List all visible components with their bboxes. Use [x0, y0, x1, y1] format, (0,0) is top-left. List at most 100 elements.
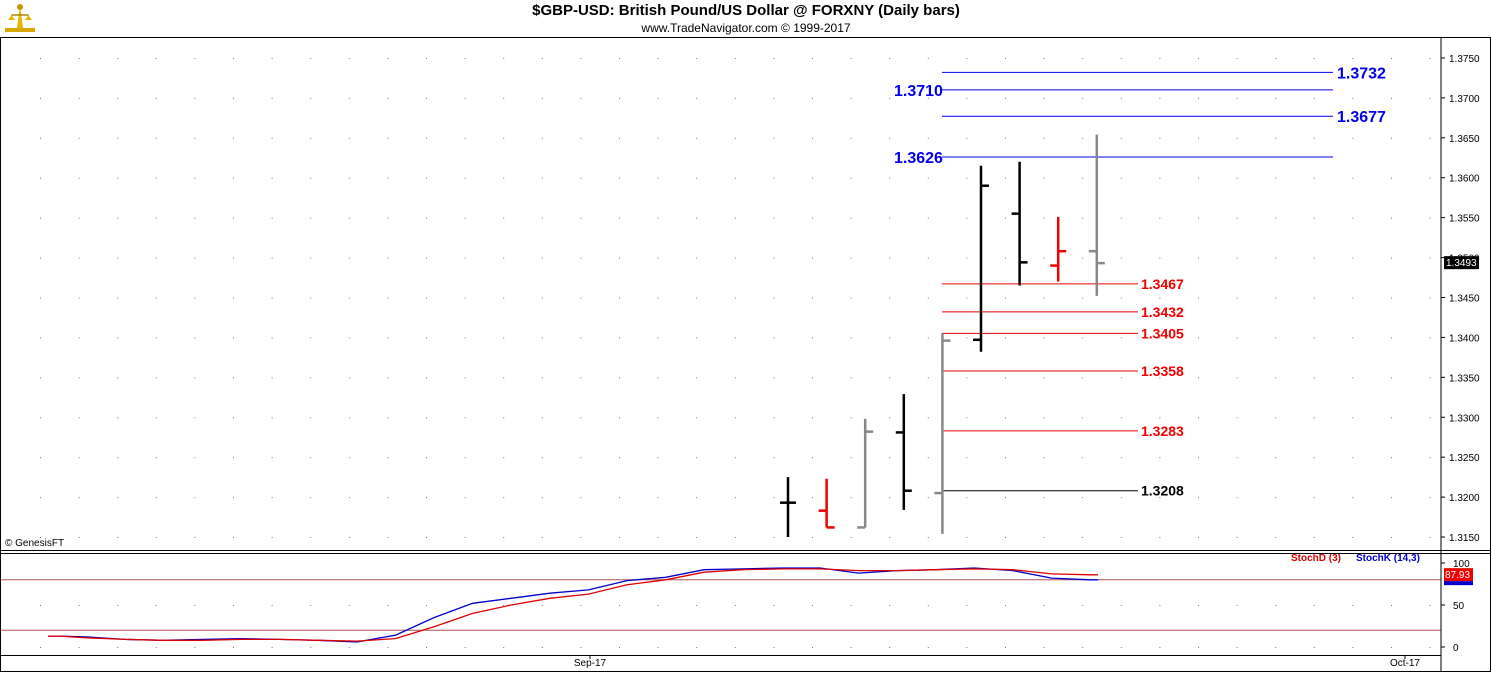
grid-dot [464, 417, 466, 419]
grid-dot [1275, 137, 1277, 139]
grid-dot [40, 377, 41, 379]
grid-dot [1391, 297, 1392, 299]
grid-dot [387, 257, 389, 259]
grid-dot [1429, 137, 1431, 139]
grid-dot [1236, 177, 1238, 179]
grid-dot [310, 177, 312, 179]
grid-dot [696, 297, 698, 299]
time-axis-label: Oct-17 [1390, 658, 1420, 669]
grid-dot [1352, 457, 1354, 459]
grid-dot [850, 417, 852, 419]
grid-dot [1198, 457, 1199, 459]
grid-dot [271, 297, 273, 299]
grid-dot [348, 57, 350, 59]
grid-dot [1120, 377, 1122, 379]
grid-dot [889, 137, 891, 139]
grid-dot [271, 337, 273, 339]
grid-dot [812, 57, 813, 59]
grid-dot [850, 57, 852, 59]
grid-dot [1043, 417, 1045, 419]
grid-dot [426, 497, 427, 499]
grid-dot [155, 137, 157, 139]
grid-dot [1352, 97, 1354, 99]
grid-dot [40, 57, 41, 59]
grid-dot [310, 217, 312, 219]
grid-dot [503, 537, 505, 539]
grid-dot [734, 297, 736, 299]
grid-dot [78, 647, 80, 648]
grid-dot [194, 417, 196, 419]
grid-dot [40, 417, 41, 419]
grid-dot [1159, 417, 1161, 419]
grid-dot [117, 257, 119, 259]
grid-dot [773, 377, 775, 379]
grid-dot [1391, 605, 1392, 606]
grid-dot [40, 457, 41, 459]
grid-dot [541, 257, 543, 259]
grid-dot [1159, 497, 1161, 499]
grid-dot [464, 297, 466, 299]
grid-dot [348, 177, 350, 179]
grid-dot [619, 97, 620, 99]
grid-dot [387, 97, 389, 99]
grid-dot [1391, 97, 1392, 99]
grid-dot [1313, 217, 1315, 219]
grid-dot [194, 177, 196, 179]
grid-dot [1429, 537, 1431, 539]
grid-dot [812, 497, 813, 499]
grid-dot [773, 647, 775, 648]
grid-dot [580, 417, 582, 419]
price-pane[interactable]: 1.37501.37001.36501.36001.35501.35001.34… [40, 54, 1480, 544]
grid-dot [966, 497, 968, 499]
grid-dot [503, 137, 505, 139]
legend-stochk: StochK (14,3) [1356, 553, 1420, 564]
stochastic-pane[interactable]: Sep-17 Oct-17 100 50 0 StochD (3) StochK (14,3… [1, 553, 1473, 669]
grid-dot [1198, 337, 1199, 339]
grid-dot [310, 537, 312, 539]
grid-dot [850, 297, 852, 299]
grid-dot [426, 97, 427, 99]
grid-dot [233, 137, 234, 139]
grid-dot [889, 217, 891, 219]
grid-dot [348, 377, 350, 379]
trade-navigator-logo-icon [5, 4, 35, 32]
level-label: 1.3405 [1141, 325, 1184, 341]
grid-dot [387, 497, 389, 499]
grid-dot [773, 497, 775, 499]
grid-dot [1391, 137, 1392, 139]
grid-dot [1236, 97, 1238, 99]
grid-dot [40, 537, 41, 539]
grid-dot [580, 57, 582, 59]
grid-dot [348, 217, 350, 219]
grid-dot [619, 497, 620, 499]
grid-dot [464, 497, 466, 499]
grid-dot [889, 57, 891, 59]
grid-dot [1236, 605, 1238, 606]
grid-dot [1236, 257, 1238, 259]
grid-dot [1352, 417, 1354, 419]
grid-dot [1159, 57, 1161, 59]
grid-dot [1313, 377, 1315, 379]
grid-dot [1043, 377, 1045, 379]
grid-dot [1082, 457, 1084, 459]
grid-dot [194, 57, 196, 59]
grid-dot [194, 97, 196, 99]
grid-dot [734, 497, 736, 499]
grid-dot [541, 457, 543, 459]
grid-dot [657, 497, 659, 499]
level-label: 1.3432 [1141, 304, 1184, 320]
grid-dot [619, 137, 620, 139]
grid-dot [1236, 137, 1238, 139]
grid-dot [541, 57, 543, 59]
grid-dot [927, 647, 929, 648]
stoch-series-line [48, 568, 1098, 642]
grid-dot [1005, 337, 1006, 339]
grid-dot [927, 537, 929, 539]
grid-dot [194, 337, 196, 339]
grid-dot [1005, 217, 1006, 219]
grid-dot [1429, 97, 1431, 99]
grid-dot [696, 337, 698, 339]
price-axis-label: 1.3650 [1449, 134, 1480, 145]
grid-dot [40, 297, 41, 299]
